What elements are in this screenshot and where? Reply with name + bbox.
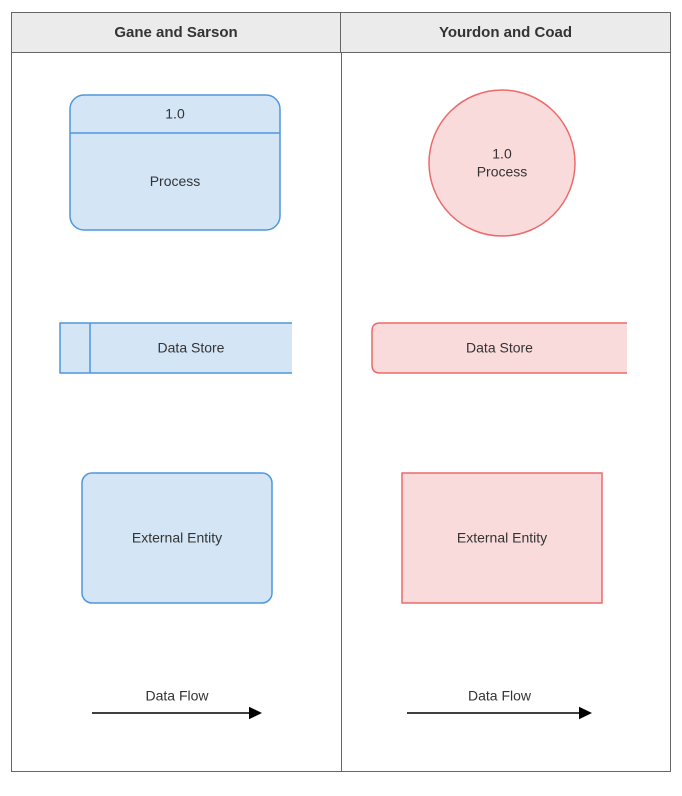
column-header-right: Yourdon and Coad bbox=[341, 13, 670, 53]
table-body-row: 1.0 Process Data Store External Entity bbox=[12, 53, 670, 771]
table-header-row: Gane and Sarson Yourdon and Coad bbox=[12, 13, 670, 53]
gs-flow-arrowhead bbox=[249, 707, 262, 720]
column-left: 1.0 Process Data Store External Entity bbox=[12, 53, 342, 771]
gs-entity-label: External Entity bbox=[132, 530, 222, 546]
gs-process-id: 1.0 bbox=[165, 106, 185, 122]
yc-process-shape: 1.0 Process bbox=[429, 90, 575, 236]
gs-process-name: Process bbox=[150, 173, 201, 189]
yc-datastore-label: Data Store bbox=[466, 340, 533, 356]
column-header-left-label: Gane and Sarson bbox=[114, 24, 237, 41]
gs-flow-label: Data Flow bbox=[145, 688, 209, 704]
yc-process-id: 1.0 bbox=[492, 146, 512, 162]
gs-datastore-shape: Data Store bbox=[60, 323, 292, 373]
yourdon-coad-diagram: 1.0 Process Data Store External Entity D… bbox=[342, 53, 671, 771]
yc-entity-label: External Entity bbox=[457, 530, 547, 546]
comparison-table: Gane and Sarson Yourdon and Coad 1.0 Pro… bbox=[11, 12, 671, 772]
gs-flow-shape: Data Flow bbox=[92, 688, 262, 720]
gane-sarson-diagram: 1.0 Process Data Store External Entity bbox=[12, 53, 341, 771]
yc-flow-label: Data Flow bbox=[468, 688, 532, 704]
gs-entity-shape: External Entity bbox=[82, 473, 272, 603]
column-header-left: Gane and Sarson bbox=[12, 13, 341, 53]
yc-entity-shape: External Entity bbox=[402, 473, 602, 603]
yc-process-name: Process bbox=[477, 164, 528, 180]
gs-datastore-label: Data Store bbox=[158, 340, 225, 356]
yc-datastore-shape: Data Store bbox=[372, 323, 627, 373]
column-header-right-label: Yourdon and Coad bbox=[439, 24, 572, 41]
gs-process-shape: 1.0 Process bbox=[70, 95, 280, 230]
yc-flow-arrowhead bbox=[579, 707, 592, 720]
column-right: 1.0 Process Data Store External Entity D… bbox=[342, 53, 671, 771]
yc-flow-shape: Data Flow bbox=[407, 688, 592, 720]
